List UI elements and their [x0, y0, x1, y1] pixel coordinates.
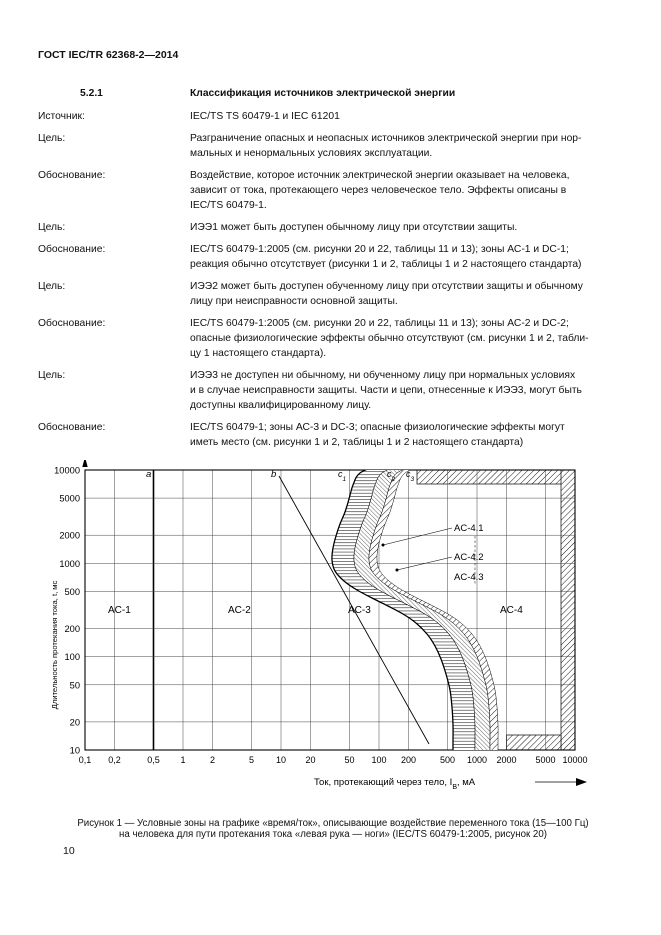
- svg-text:100: 100: [371, 755, 386, 765]
- svg-text:500: 500: [64, 587, 80, 597]
- svg-text:5: 5: [249, 755, 254, 765]
- svg-text:10000: 10000: [562, 755, 587, 765]
- svg-text:АC-1: АC-1: [108, 605, 131, 616]
- svg-text:5000: 5000: [59, 494, 80, 504]
- svg-text:2000: 2000: [496, 755, 516, 765]
- svg-text:1000: 1000: [59, 559, 80, 569]
- svg-text:0,2: 0,2: [108, 755, 121, 765]
- svg-text:20: 20: [305, 755, 315, 765]
- svg-text:10: 10: [70, 746, 80, 756]
- svg-text:2000: 2000: [59, 531, 80, 541]
- svg-text:Ток, протекающий через тело, I: Ток, протекающий через тело, IВ, мА: [314, 777, 476, 791]
- svg-text:b: b: [271, 469, 276, 480]
- svg-text:Длительность протекания тока,: Длительность протекания тока, t, мс: [50, 581, 59, 710]
- svg-text:АC-4: АC-4: [500, 605, 523, 616]
- svg-text:a: a: [146, 469, 151, 480]
- svg-text:10000: 10000: [54, 466, 80, 476]
- svg-text:50: 50: [344, 755, 354, 765]
- svg-text:АC-3: АC-3: [348, 605, 371, 616]
- svg-text:AC-4.2: AC-4.2: [454, 552, 484, 563]
- svg-text:AC-4.3: AC-4.3: [454, 572, 484, 583]
- svg-text:200: 200: [401, 755, 416, 765]
- svg-text:1: 1: [180, 755, 185, 765]
- svg-text:50: 50: [70, 680, 80, 690]
- svg-text:0,1: 0,1: [79, 755, 92, 765]
- svg-text:100: 100: [64, 652, 80, 662]
- svg-text:10: 10: [276, 755, 286, 765]
- svg-text:0,5: 0,5: [147, 755, 160, 765]
- svg-text:1000: 1000: [467, 755, 487, 765]
- svg-text:2: 2: [210, 755, 215, 765]
- svg-text:200: 200: [64, 624, 80, 634]
- svg-text:АC-2: АC-2: [228, 605, 251, 616]
- svg-text:20: 20: [70, 717, 80, 727]
- svg-text:500: 500: [440, 755, 455, 765]
- svg-text:5000: 5000: [535, 755, 555, 765]
- svg-text:AC-4.1: AC-4.1: [454, 523, 484, 534]
